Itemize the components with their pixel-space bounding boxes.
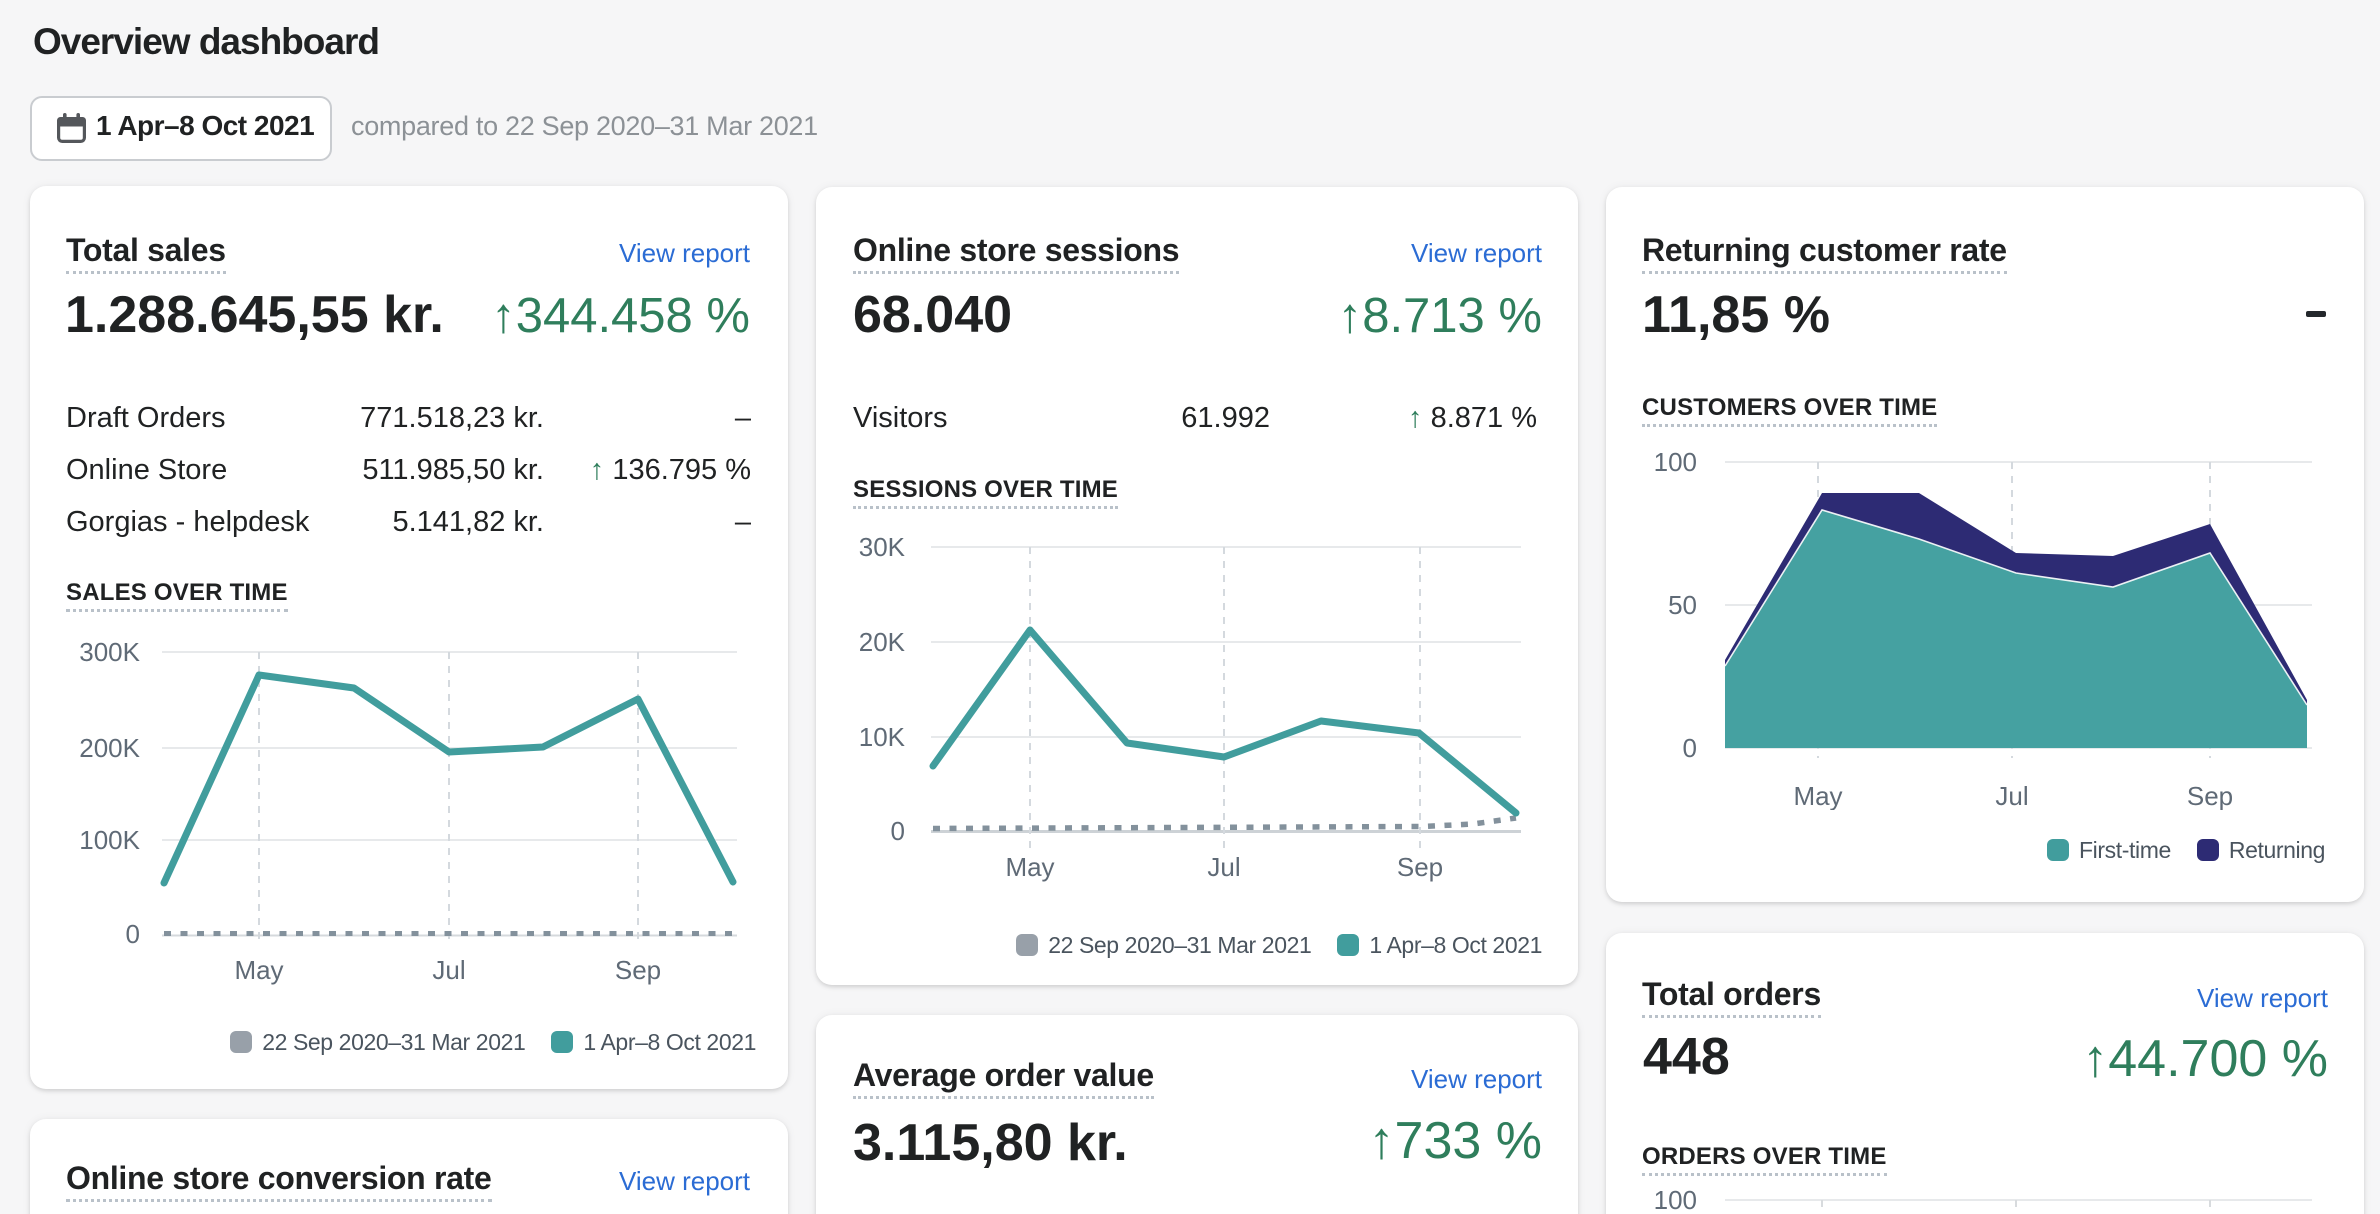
svg-text:100: 100: [1654, 447, 1697, 477]
svg-text:0: 0: [891, 816, 905, 846]
svg-text:May: May: [234, 955, 283, 985]
svg-text:200K: 200K: [79, 733, 140, 763]
svg-text:Sep: Sep: [2187, 781, 2233, 810]
svg-text:Sep: Sep: [1397, 852, 1443, 882]
svg-text:Jul: Jul: [432, 955, 465, 985]
svg-text:Sep: Sep: [615, 955, 661, 985]
svg-text:May: May: [1793, 781, 1842, 810]
svg-text:20K: 20K: [859, 627, 906, 657]
svg-text:100: 100: [1654, 1185, 1697, 1214]
svg-text:300K: 300K: [79, 637, 140, 667]
svg-text:100K: 100K: [79, 825, 140, 855]
svg-text:Jul: Jul: [1207, 852, 1240, 882]
svg-text:0: 0: [1683, 733, 1697, 763]
svg-text:May: May: [1005, 852, 1054, 882]
svg-text:Jul: Jul: [1995, 781, 2028, 810]
svg-text:10K: 10K: [859, 722, 906, 752]
svg-text:30K: 30K: [859, 532, 906, 562]
svg-text:50: 50: [1668, 590, 1697, 620]
svg-text:0: 0: [126, 919, 140, 949]
